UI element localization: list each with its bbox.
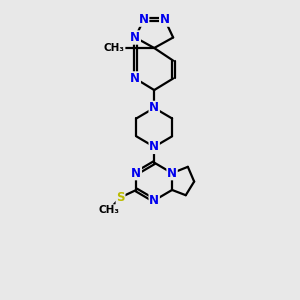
Text: N: N — [149, 140, 159, 153]
Text: N: N — [160, 13, 170, 26]
Text: N: N — [149, 101, 159, 114]
Text: N: N — [149, 194, 159, 207]
Text: CH₃: CH₃ — [104, 43, 125, 53]
Text: N: N — [130, 72, 140, 85]
Text: N: N — [130, 31, 140, 44]
Text: N: N — [167, 167, 177, 180]
Text: S: S — [116, 191, 125, 204]
Text: N: N — [131, 167, 141, 180]
Text: N: N — [139, 13, 149, 26]
Text: CH₃: CH₃ — [98, 205, 119, 215]
